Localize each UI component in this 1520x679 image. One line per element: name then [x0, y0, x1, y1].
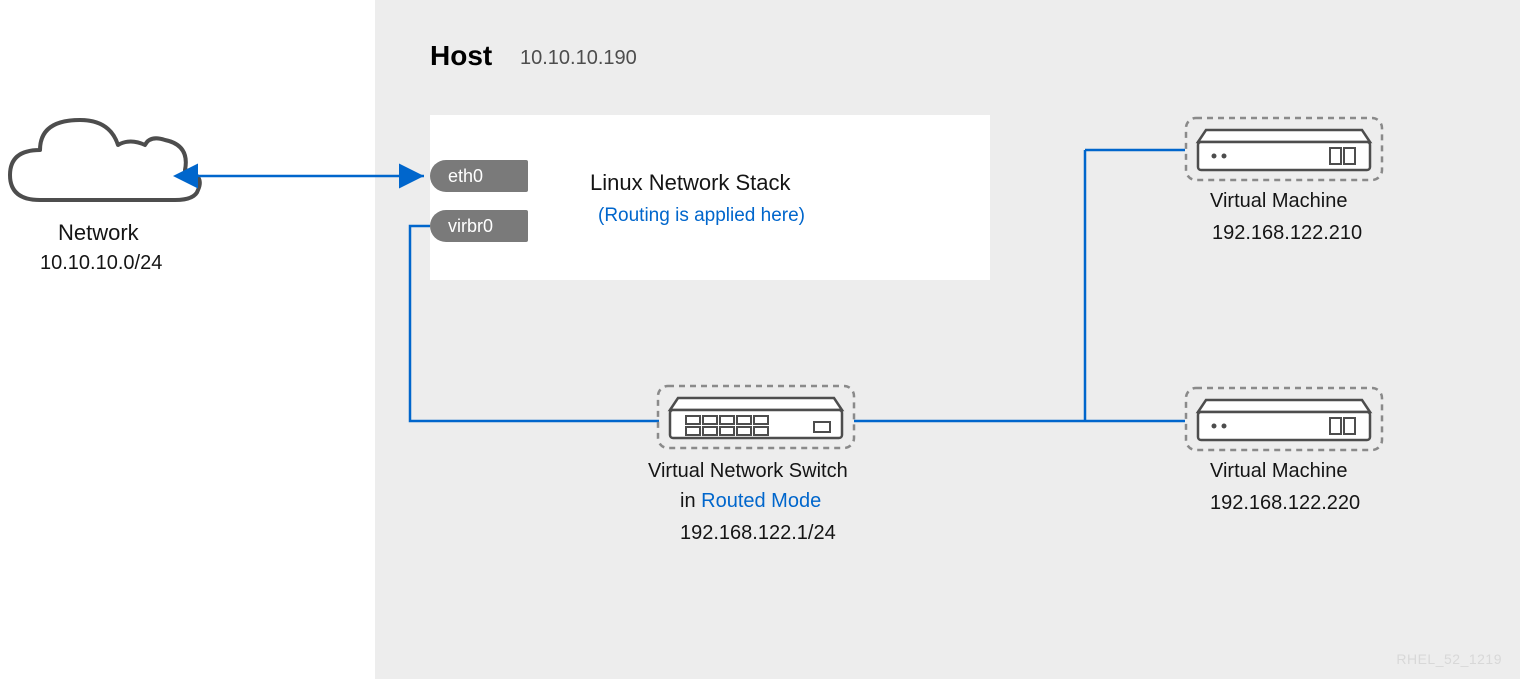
host-title: Host: [430, 40, 492, 72]
network-subnet: 10.10.10.0/24: [40, 252, 162, 275]
network-label: Network: [58, 220, 139, 246]
vm1-label: Virtual Machine: [1210, 190, 1347, 213]
host-ip: 10.10.10.190: [520, 47, 637, 70]
stack-note: (Routing is applied here): [598, 205, 805, 227]
switch-subnet: 192.168.122.1/24: [680, 522, 836, 545]
vm1-icon: [1186, 118, 1382, 180]
switch-line1: Virtual Network Switch: [648, 460, 848, 483]
stack-title: Linux Network Stack: [590, 170, 791, 196]
vm2-icon: [1186, 388, 1382, 450]
vm2-ip: 192.168.122.220: [1210, 492, 1360, 515]
watermark: RHEL_52_1219: [1396, 651, 1502, 667]
diagram-svg: [0, 0, 1520, 679]
switch-line2a: in: [680, 490, 701, 512]
switch-line2: in Routed Mode: [680, 490, 821, 513]
cloud-icon: [10, 120, 200, 200]
virbr0-switch-link: [410, 226, 659, 421]
vm1-ip: 192.168.122.210: [1212, 222, 1362, 245]
switch-line2b: Routed Mode: [701, 490, 821, 512]
switch-icon: [658, 386, 854, 448]
vm2-label: Virtual Machine: [1210, 460, 1347, 483]
